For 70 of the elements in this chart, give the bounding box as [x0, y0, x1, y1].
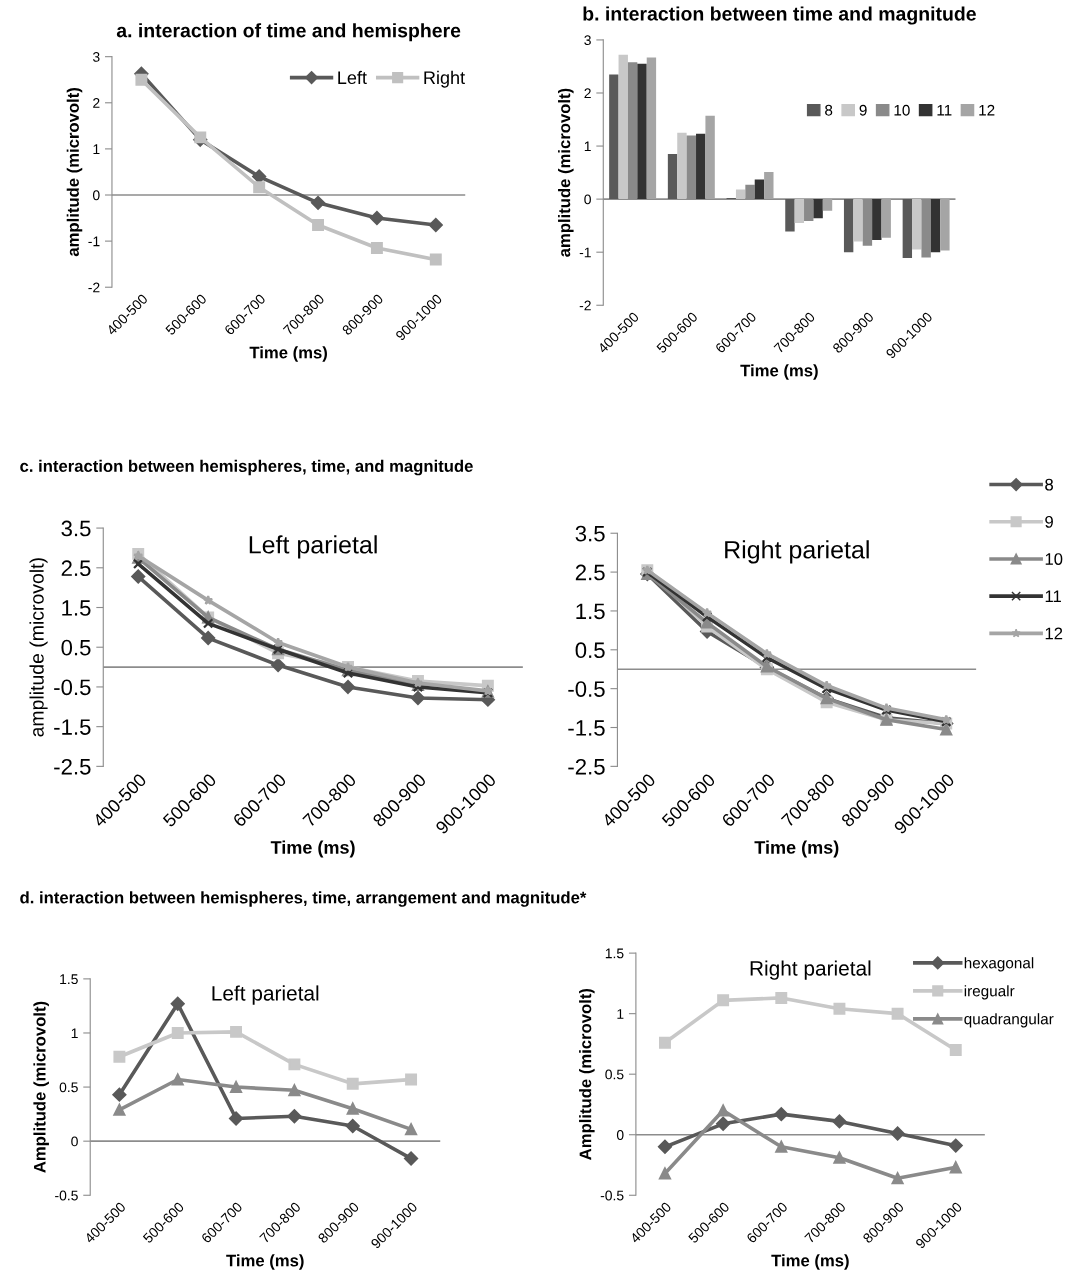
legend-label: 11	[937, 104, 952, 116]
chart-title: Left parietal	[249, 535, 377, 559]
legend-label: 9	[859, 104, 867, 116]
legend-label: hexagonal	[964, 957, 1034, 972]
y-tick-label: -2	[579, 300, 591, 311]
legend-label: 9	[1045, 515, 1053, 528]
y-axis-title: amplitude (microvolt)	[66, 88, 83, 257]
legend-label: 8	[1045, 478, 1053, 491]
y-tick-label: 2.5	[575, 564, 605, 581]
y-tick-label: 0	[616, 1130, 624, 1140]
y-axis-title: Amplitude (microvolt)	[33, 1001, 49, 1173]
y-tick-label: -0.5	[54, 679, 91, 696]
y-axis-title: amplitude (microvolt)	[558, 88, 574, 257]
legend-label: 11	[1045, 590, 1061, 602]
y-tick-label: -0.5	[600, 1190, 624, 1201]
chart-title: a. interaction of time and hemisphere	[116, 23, 461, 42]
x-axis-title: Time (ms)	[771, 1254, 849, 1270]
y-tick-label: 0	[92, 190, 100, 201]
legend-label: 10	[894, 104, 910, 116]
legend-label: Left	[338, 70, 367, 85]
y-tick-label: 1.5	[60, 974, 78, 985]
chart-title: Right parietal	[750, 960, 871, 980]
y-tick-label: 1	[93, 144, 100, 154]
y-tick-label: -1.5	[568, 720, 605, 736]
y-tick-label: 1.5	[62, 600, 91, 616]
y-axis-title: Amplitude (microvolt)	[579, 988, 595, 1160]
text: d. interaction between hemispheres, time, arrangement and magnitude*	[20, 891, 587, 907]
y-tick-label: 0	[71, 1136, 78, 1147]
y-tick-label: -1	[88, 236, 100, 247]
y-tick-label: 2	[93, 98, 100, 108]
y-tick-label: 0.5	[605, 1069, 624, 1080]
y-tick-label: -0.5	[568, 681, 605, 697]
x-axis-title: Time (ms)	[740, 364, 818, 380]
legend-label: quadrangular	[964, 1013, 1054, 1028]
x-axis-title: Time (ms)	[270, 840, 355, 858]
y-tick-label: 0.5	[575, 642, 605, 659]
y-tick-label: -2.5	[54, 758, 91, 775]
y-tick-label: 3	[92, 52, 100, 62]
chart-title: Left parietal	[212, 985, 319, 1005]
y-tick-label: 3.5	[61, 520, 91, 537]
x-axis-title: Time (ms)	[754, 840, 839, 858]
legend-label: iregualr	[964, 985, 1015, 1000]
y-tick-label: 1.5	[576, 603, 605, 620]
text: c. interaction between hemispheres, time, and magnitude	[20, 459, 473, 476]
y-tick-label: -0.5	[55, 1190, 78, 1201]
legend-label: 12	[1045, 627, 1063, 640]
y-tick-label: 3.5	[575, 525, 605, 542]
y-tick-label: -1.5	[54, 719, 91, 735]
y-tick-label: 2	[584, 88, 591, 99]
y-tick-label: 0	[584, 194, 591, 205]
y-tick-label: 0.5	[61, 639, 91, 656]
y-tick-label: -2	[88, 282, 100, 293]
y-tick-label: 1	[584, 141, 591, 152]
legend-label: 8	[825, 104, 833, 116]
x-axis-title: Time (ms)	[249, 346, 327, 362]
y-tick-label: -1	[579, 247, 591, 258]
y-tick-label: 1	[71, 1028, 78, 1039]
x-axis-title: Time (ms)	[226, 1254, 304, 1270]
chart-title: Right parietal	[725, 540, 869, 564]
legend-label: Right	[424, 70, 465, 88]
y-tick-label: -2.5	[568, 758, 605, 775]
y-tick-label: 0.5	[59, 1082, 78, 1093]
y-axis-title: amplitude (microvolt)	[29, 558, 48, 737]
y-tick-label: 3	[584, 35, 591, 46]
legend-label: 10	[1045, 553, 1063, 565]
y-tick-label: 1.5	[605, 948, 624, 959]
y-tick-label: 1	[617, 1009, 624, 1019]
legend-label: 12	[979, 104, 995, 116]
y-tick-label: 2.5	[61, 560, 91, 577]
chart-title: b. interaction between time and magnitude	[583, 6, 976, 25]
